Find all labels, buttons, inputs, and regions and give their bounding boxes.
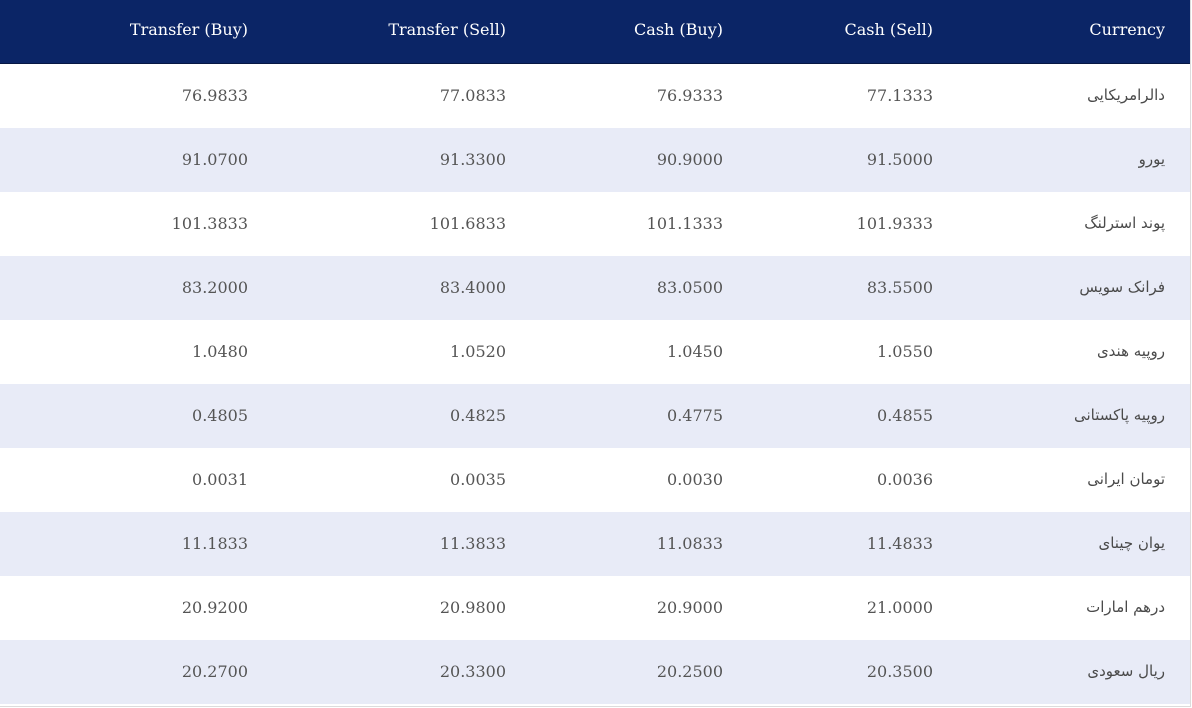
- transfer-buy-cell: 76.9833: [181, 86, 248, 105]
- currency-name-cell: یورو: [1138, 150, 1165, 168]
- currency-name-cell: روپیه هندی: [1096, 342, 1165, 360]
- currency-name-cell: روپیه پاکستانی: [1073, 406, 1165, 424]
- cash-sell-cell: 21.0000: [866, 598, 933, 617]
- cash-buy-cell: 83.0500: [656, 278, 723, 297]
- transfer-sell-cell: 20.3300: [439, 662, 506, 681]
- cash-buy-cell: 101.1333: [646, 214, 723, 233]
- table-header: Transfer (Buy) Transfer (Sell) Cash (Buy…: [0, 0, 1190, 64]
- transfer-buy-cell: 0.0031: [192, 470, 248, 489]
- table-row: 1.0480 1.0520 1.0450 1.0550 روپیه هندی: [0, 320, 1190, 384]
- header-transfer-buy: Transfer (Buy): [129, 20, 248, 39]
- table-row: 0.4805 0.4825 0.4775 0.4855 روپیه پاکستا…: [0, 384, 1190, 448]
- header-cash-buy: Cash (Buy): [634, 20, 723, 39]
- cash-buy-cell: 76.9333: [656, 86, 723, 105]
- header-cash-sell: Cash (Sell): [844, 20, 933, 39]
- transfer-buy-cell: 1.0480: [192, 342, 248, 361]
- cash-sell-cell: 91.5000: [866, 150, 933, 169]
- transfer-buy-cell: 20.2700: [181, 662, 248, 681]
- table-row: 0.0031 0.0035 0.0030 0.0036 تومان ایرانی: [0, 448, 1190, 512]
- cash-sell-cell: 83.5500: [866, 278, 933, 297]
- currency-name-cell: درهم امارات: [1086, 598, 1165, 616]
- currency-name-cell: یوان چینای: [1098, 534, 1165, 552]
- transfer-buy-cell: 20.9200: [181, 598, 248, 617]
- cash-buy-cell: 11.0833: [656, 534, 723, 553]
- transfer-sell-cell: 77.0833: [439, 86, 506, 105]
- currency-name-cell: فرانک سویس: [1079, 278, 1165, 296]
- transfer-sell-cell: 91.3300: [439, 150, 506, 169]
- cash-sell-cell: 20.3500: [866, 662, 933, 681]
- cash-buy-cell: 20.9000: [656, 598, 723, 617]
- cash-buy-cell: 1.0450: [667, 342, 723, 361]
- transfer-sell-cell: 101.6833: [429, 214, 506, 233]
- table-row: 91.0700 91.3300 90.9000 91.5000 یورو: [0, 128, 1190, 192]
- currency-name-cell: پوند استرلنگ: [1084, 214, 1165, 232]
- table-row: 83.2000 83.4000 83.0500 83.5500 فرانک سو…: [0, 256, 1190, 320]
- transfer-sell-cell: 0.0035: [450, 470, 506, 489]
- cash-buy-cell: 90.9000: [656, 150, 723, 169]
- currency-name-cell: دالرامریکایی: [1087, 86, 1165, 104]
- transfer-buy-cell: 101.3833: [171, 214, 248, 233]
- cash-sell-cell: 0.0036: [877, 470, 933, 489]
- table-row: 20.9200 20.9800 20.9000 21.0000 درهم اما…: [0, 576, 1190, 640]
- transfer-sell-cell: 1.0520: [450, 342, 506, 361]
- transfer-buy-cell: 11.1833: [181, 534, 248, 553]
- cash-sell-cell: 1.0550: [877, 342, 933, 361]
- transfer-buy-cell: 0.4805: [192, 406, 248, 425]
- transfer-sell-cell: 11.3833: [439, 534, 506, 553]
- header-currency: Currency: [1089, 20, 1165, 39]
- cash-buy-cell: 20.2500: [656, 662, 723, 681]
- cash-sell-cell: 11.4833: [866, 534, 933, 553]
- transfer-buy-cell: 83.2000: [181, 278, 248, 297]
- currency-name-cell: ریال سعودی: [1087, 662, 1165, 680]
- transfer-sell-cell: 20.9800: [439, 598, 506, 617]
- cash-sell-cell: 101.9333: [856, 214, 933, 233]
- cash-buy-cell: 0.0030: [667, 470, 723, 489]
- table-row: 11.1833 11.3833 11.0833 11.4833 یوان چین…: [0, 512, 1190, 576]
- cash-sell-cell: 77.1333: [866, 86, 933, 105]
- header-transfer-sell: Transfer (Sell): [388, 20, 506, 39]
- transfer-sell-cell: 83.4000: [439, 278, 506, 297]
- table-row: 20.2700 20.3300 20.2500 20.3500 ریال سعو…: [0, 640, 1190, 704]
- transfer-sell-cell: 0.4825: [450, 406, 506, 425]
- table-row: 76.9833 77.0833 76.9333 77.1333 دالرامری…: [0, 64, 1190, 128]
- cash-sell-cell: 0.4855: [877, 406, 933, 425]
- cash-buy-cell: 0.4775: [667, 406, 723, 425]
- table-row: 101.3833 101.6833 101.1333 101.9333 پوند…: [0, 192, 1190, 256]
- transfer-buy-cell: 91.0700: [181, 150, 248, 169]
- currency-name-cell: تومان ایرانی: [1087, 470, 1165, 488]
